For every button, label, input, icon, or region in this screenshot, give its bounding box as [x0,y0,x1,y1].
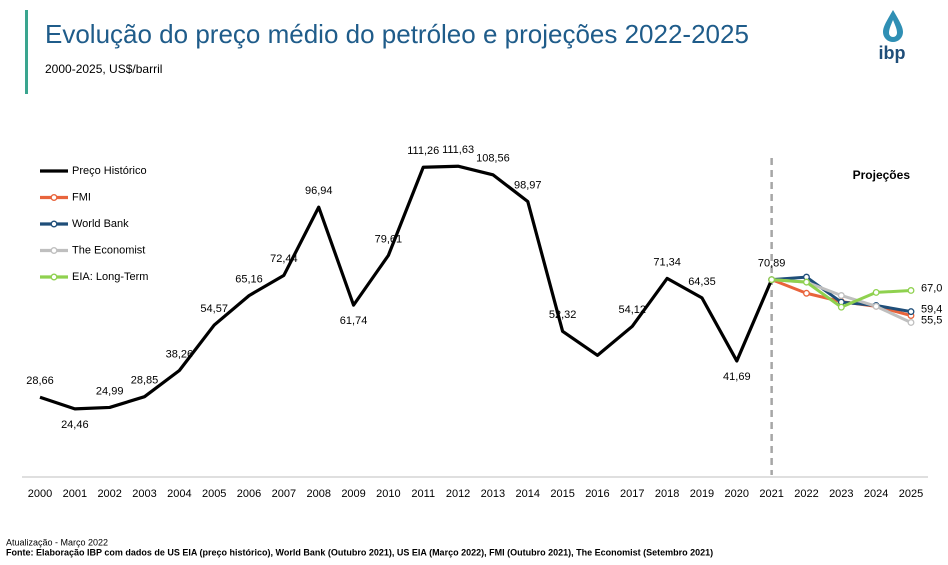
x-tick-label: 2008 [306,488,330,500]
data-label: 96,94 [305,185,333,197]
data-label: 111,26 [407,145,439,157]
x-tick-label: 2012 [446,488,470,500]
data-label: 41,69 [723,371,751,383]
x-tick-label: 2004 [167,488,191,500]
x-tick-label: 2022 [794,488,818,500]
x-tick-label: 2003 [132,488,156,500]
x-tick-label: 2006 [237,488,261,500]
legend-label: Preço Histórico [72,165,147,177]
data-label: 65,16 [235,274,263,286]
data-label: 72,44 [270,253,298,265]
x-tick-label: 2020 [725,488,749,500]
data-label: 54,12 [619,304,647,316]
data-label: 28,66 [26,375,54,387]
series-marker [872,288,880,296]
series-marker [872,302,880,310]
x-tick-label: 2011 [411,488,435,500]
x-tick-label: 2009 [341,488,365,500]
data-label: 38,26 [166,348,194,360]
projection-annotation: Projeções [853,168,911,182]
x-tick-label: 2018 [655,488,679,500]
series-marker [768,276,776,284]
series-marker [803,289,810,297]
legend-marker [50,273,58,281]
data-label: 111,63 [442,144,474,156]
chart-title: Evolução do preço médio do petróleo e pr… [45,19,749,49]
x-tick-label: 2017 [620,488,644,500]
data-label: 64,35 [688,276,716,288]
series-marker [907,319,915,326]
series-marker [803,278,810,286]
data-label: 71,34 [653,256,681,268]
legend-marker [50,220,58,228]
x-tick-label: 2002 [97,488,121,500]
x-tick-label: 2005 [202,488,226,500]
series-marker [907,287,915,294]
legend-label: FMI [72,191,91,203]
data-label: 108,56 [476,153,510,165]
x-tick-label: 2019 [690,488,714,500]
data-label: 24,46 [61,419,89,431]
x-tick-label: 2001 [63,488,87,500]
footnote: Atualização - Março 2022 [6,537,108,547]
data-label: 98,97 [514,179,542,191]
x-tick-label: 2021 [759,488,783,500]
chart-subtitle: 2000-2025, US$/barril [45,62,162,76]
x-tick-label: 2000 [28,488,52,500]
x-tick-label: 2007 [272,488,296,500]
x-tick-label: 2025 [899,488,923,500]
legend-label: World Bank [72,218,129,230]
x-tick-label: 2014 [516,488,540,500]
data-label: 59,4 [921,304,942,316]
x-tick-label: 2024 [864,488,888,500]
legend-label: EIA: Long-Term [72,271,148,283]
series-marker [837,292,845,299]
legend-marker [50,194,58,201]
footnote: Fonte: Elaboração IBP com dados de US EI… [6,547,713,557]
series-line [39,164,774,411]
logo-text: ibp [879,43,906,63]
x-tick-label: 2015 [550,488,574,500]
series-marker [907,308,915,316]
x-tick-label: 2016 [585,488,609,500]
data-label: 79,61 [375,233,403,245]
data-label: 28,85 [131,375,159,387]
x-tick-label: 2013 [481,488,505,500]
legend-label: The Economist [72,244,145,256]
data-label: 55,5 [921,314,942,326]
logo: ibp [879,10,906,63]
series-marker [837,303,845,311]
legend-marker [50,247,58,254]
logo-drop-inner [889,20,897,37]
x-tick-label: 2023 [829,488,853,500]
data-label: 54,57 [200,303,228,315]
data-label: 24,99 [96,385,124,397]
data-label: 67,0 [921,282,942,294]
x-tick-label: 2010 [376,488,400,500]
data-label: 61,74 [340,315,368,327]
accent-bar [25,10,28,94]
data-label: 52,32 [549,309,577,321]
data-label: 70,89 [758,258,786,270]
